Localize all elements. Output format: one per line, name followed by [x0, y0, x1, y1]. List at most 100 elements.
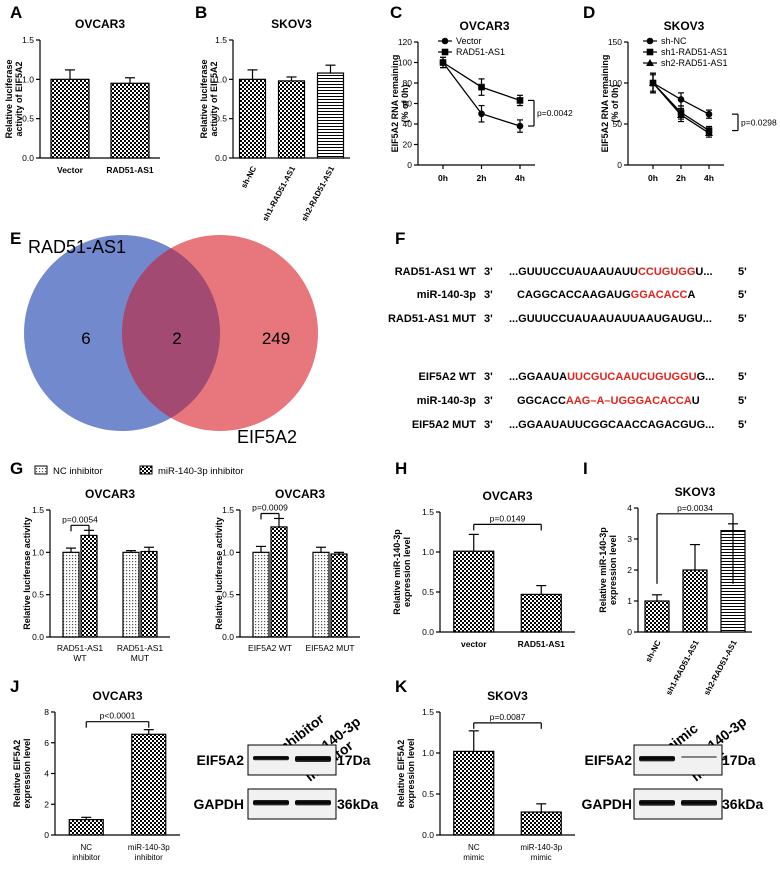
- seq-label: RAD51-AS1 MUT: [388, 313, 476, 325]
- chart-title: SKOV3: [487, 689, 528, 703]
- chart-title: OVCAR3: [482, 489, 532, 503]
- y-tick-label: 0.5: [22, 114, 34, 124]
- chart-B: 0.0 0.5 1.0 1.5 sh-NC sh1-RAD51-AS1 sh2-RAD51-…: [199, 17, 350, 223]
- panel-letter: F: [395, 229, 405, 248]
- chart-D: 0 50 100 150 0h 2h 4h SKOV3 EIF5A2 RNA remaining…: [600, 19, 777, 183]
- y-axis-label: Relative EIF5A2: [396, 740, 406, 808]
- seq-3prime-end: 3': [484, 371, 493, 383]
- blot-size-label: 17Da: [722, 752, 756, 768]
- chart-J: 02468NCinhibitormiR-140-3pinhibitorOVCAR…: [12, 689, 180, 862]
- panel-letter: K: [395, 677, 408, 696]
- blot-band: [681, 756, 717, 758]
- legend-label: sh2-RAD51-AS1: [661, 58, 728, 68]
- panel-letter: A: [10, 3, 22, 22]
- p-value-label: p<0.0001: [100, 711, 136, 721]
- seq-5prime-end: 5': [738, 313, 747, 325]
- y-tick-label: 40: [403, 119, 413, 129]
- seq-plain: ...GUUUCCUAUAAUAUU: [509, 266, 638, 278]
- chart-title: SKOV3: [271, 17, 312, 31]
- blot-protein-label: EIF5A2: [197, 752, 245, 768]
- blot-size-label: 36kDa: [337, 796, 378, 812]
- y-tick-label: 0.5: [215, 114, 227, 124]
- y-tick-label: 1.5: [215, 35, 227, 45]
- point-Vector: [478, 110, 485, 118]
- x-tick-label: MUT: [131, 653, 149, 663]
- y-axis-label: activity of EIF5A2: [14, 61, 24, 136]
- chart-title: OVCAR3: [85, 487, 135, 501]
- panel-letter: D: [583, 3, 595, 22]
- y-axis-label: Relative luciferase activity: [22, 517, 32, 630]
- x-tick-label: inhibitor: [72, 853, 100, 862]
- bar-sh-NC: [238, 78, 267, 159]
- chart-G1: 0.00.51.01.5RAD51-AS1WTRAD51-AS1MUTOVCAR…: [22, 487, 170, 663]
- y-axis-label: EIF5A2 RNA remaining: [390, 55, 400, 153]
- blot-band: [295, 800, 331, 806]
- x-tick-label: WT: [73, 653, 86, 663]
- y-tick-label: 0.0: [422, 627, 434, 637]
- y-axis-label: Relative miR-140-3p: [598, 527, 608, 613]
- y-tick-label: 2: [44, 799, 49, 809]
- point-RAD51-AS1: [478, 83, 485, 91]
- x-tick-label: sh-NC: [644, 639, 663, 664]
- seq-label: miR-140-3p: [417, 395, 477, 407]
- bar-NC inhibitor-EIF5A2 WT: [252, 551, 270, 638]
- seq-3prime-end: 3': [484, 266, 493, 278]
- chart-title: OVCAR3: [92, 689, 142, 703]
- y-tick-label: 80: [403, 78, 413, 88]
- x-tick-label: RAD51-AS1: [106, 165, 154, 175]
- y-tick-label: 1.5: [222, 505, 234, 515]
- blot-band: [253, 800, 289, 806]
- x-tick-label: inhibitor: [135, 853, 163, 862]
- bar-vector: [453, 550, 495, 633]
- y-tick-label: 0.5: [32, 590, 44, 600]
- seq-tail: U: [692, 395, 700, 407]
- seq-3prime-end: 3': [484, 313, 493, 325]
- seq-text: ...GUUUCCUAUAAUAUUCCUGUGGU...: [509, 266, 713, 278]
- y-axis-label: Relative luciferase: [199, 59, 209, 138]
- western-blot: NC mimicmiR-140-3pmimicEIF5A217DaGAPDH36…: [581, 713, 763, 820]
- seq-plain: ...GGAAUA: [509, 371, 567, 383]
- blot-protein-label: EIF5A2: [585, 752, 633, 768]
- bar-sh2-RAD51-AS1: [316, 72, 345, 159]
- p-value-label: p=0.0087: [490, 712, 526, 722]
- y-axis-label: Relative luciferase activity: [214, 517, 224, 630]
- x-tick-label: mimic: [463, 853, 484, 862]
- x-tick-label: NC: [468, 843, 480, 852]
- seq-5prime-end: 5': [738, 289, 747, 301]
- y-tick-label: 4: [44, 769, 49, 779]
- bar-miR-140-3p inhibitor: [131, 733, 167, 836]
- seq-3prime-end: 3': [484, 395, 493, 407]
- legend-marker-sh2-RAD51-AS1: [646, 59, 654, 66]
- y-tick-label: 0: [617, 160, 622, 170]
- bar-sh-NC: [644, 600, 670, 633]
- bar-RAD51-AS1: [520, 593, 562, 633]
- panel-letter: E: [10, 229, 21, 248]
- y-tick-label: 1.0: [22, 74, 34, 84]
- x-tick-label: Vector: [57, 165, 84, 175]
- chart-title: SKOV3: [664, 19, 705, 33]
- bar-NC inhibitor-RAD51-AS1 MUT: [122, 551, 140, 638]
- bar-NC inhibitor-EIF5A2 MUT: [312, 551, 330, 638]
- x-tick-label: sh-NC: [239, 165, 258, 190]
- legend-marker-Vector: [441, 37, 449, 45]
- blot-protein-label: GAPDH: [193, 796, 244, 812]
- venn-left-label: RAD51-AS1: [28, 237, 126, 257]
- panel-letter: I: [583, 459, 588, 478]
- p-value-label: p=0.0042: [537, 108, 573, 118]
- point-sh2-RAD51-AS1: [677, 110, 685, 118]
- y-tick-label: 8: [44, 707, 49, 717]
- x-tick-label: 0h: [438, 173, 448, 183]
- panel-letter: C: [390, 3, 402, 22]
- y-tick-label: 1.0: [422, 547, 434, 557]
- x-tick-label: sh2-RAD51-AS1: [702, 638, 739, 696]
- x-tick-label: 4h: [515, 173, 525, 183]
- venn-intersection-count: 2: [172, 329, 181, 348]
- venn-right-label: EIF5A2: [237, 427, 297, 447]
- bar-RAD51-AS1: [110, 82, 150, 159]
- blot-band: [295, 756, 331, 762]
- chart-C: 0 20 40 60 80 100 120 0h 2h 4h OVCAR3 EIF5A2 RNA re…: [390, 19, 573, 183]
- y-axis-label: expression level: [402, 537, 412, 607]
- y-tick-label: 1: [627, 596, 632, 606]
- bar-NC inhibitor-RAD51-AS1 WT: [62, 551, 80, 638]
- p-value-label: p=0.0009: [252, 502, 288, 512]
